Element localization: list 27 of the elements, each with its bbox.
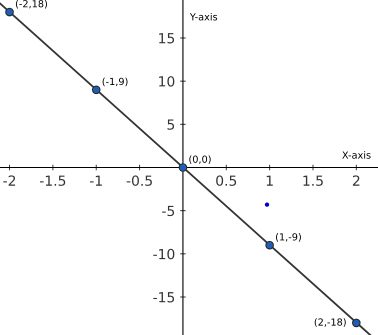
y-tick-label: 10	[159, 76, 174, 87]
annotation: (1,-9)	[276, 233, 301, 242]
point	[92, 86, 101, 94]
y-tick-label: -15	[153, 292, 174, 302]
x-tick-label: -2	[3, 175, 16, 186]
x-tick-label: -1.5	[40, 176, 66, 186]
point	[265, 240, 274, 250]
y-tick-label: 15	[159, 33, 174, 44]
y-axis-title: Y-axis	[190, 12, 218, 20]
x-tick-label: 1	[266, 176, 273, 186]
x-axis-title: X-axis	[342, 151, 371, 159]
point	[264, 202, 270, 207]
y-tick-label: -5	[162, 206, 174, 216]
annotation: (2,-18)	[314, 318, 346, 327]
y-tick-label: -10	[153, 248, 174, 260]
y-tick-label: 5	[168, 119, 174, 130]
x-tick-label: -0.5	[126, 175, 152, 186]
x-tick-label: -1	[90, 176, 102, 186]
annotation: (-1,9)	[102, 78, 128, 86]
point	[178, 163, 188, 172]
point	[352, 318, 361, 328]
annotation: (-2,18)	[16, 0, 47, 9]
annotation: (0,0)	[189, 155, 211, 164]
x-tick-label: 0.5	[216, 175, 236, 186]
x-tick-label: 1.5	[303, 176, 323, 186]
x-tick-label: 2	[352, 175, 360, 186]
point	[5, 8, 14, 16]
